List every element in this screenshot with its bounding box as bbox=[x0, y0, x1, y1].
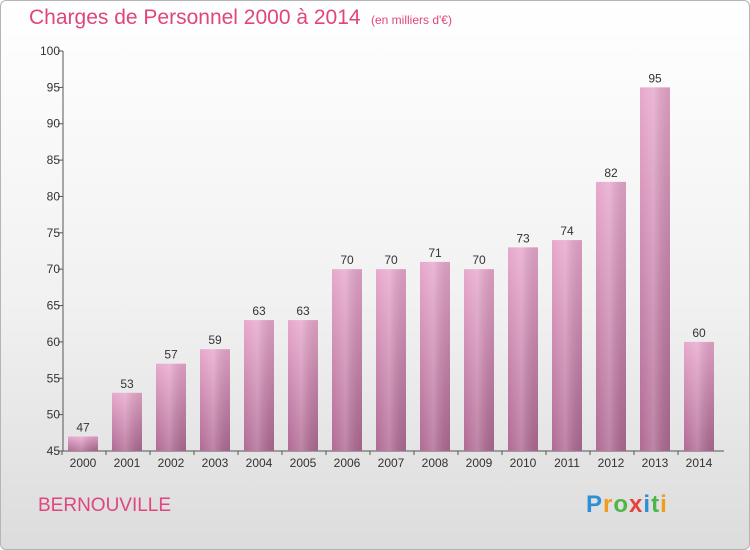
y-tick-label: 60 bbox=[47, 335, 61, 349]
x-tick-label: 2013 bbox=[642, 456, 669, 470]
proxiti-logo: Proxiti bbox=[586, 491, 668, 519]
y-tick-label: 65 bbox=[47, 299, 61, 313]
logo-letter: P bbox=[586, 491, 604, 518]
bar-value-label: 63 bbox=[296, 304, 310, 318]
y-tick-label: 75 bbox=[47, 226, 61, 240]
bar-value-label: 57 bbox=[164, 348, 178, 362]
y-tick-label: 50 bbox=[47, 408, 61, 422]
logo-letter: i bbox=[643, 491, 652, 518]
bar-shine bbox=[684, 341, 714, 451]
y-tick-label: 100 bbox=[40, 44, 60, 58]
bar-shine bbox=[640, 87, 670, 451]
logo-letter: o bbox=[613, 491, 630, 518]
bar-shine bbox=[332, 269, 362, 451]
x-tick-label: 2011 bbox=[554, 456, 580, 470]
bar-shine bbox=[420, 261, 450, 451]
bar-value-label: 74 bbox=[560, 224, 574, 238]
bar-value-label: 73 bbox=[516, 231, 530, 245]
x-tick-label: 2008 bbox=[422, 456, 449, 470]
chart-subtitle: (en milliers d'€) bbox=[371, 13, 452, 27]
bar-shine bbox=[156, 363, 186, 451]
x-tick-label: 2005 bbox=[290, 456, 317, 470]
bar-value-label: 82 bbox=[604, 166, 618, 180]
y-tick-label: 90 bbox=[47, 117, 61, 131]
y-tick-label: 55 bbox=[47, 371, 61, 385]
y-tick-label: 70 bbox=[47, 262, 61, 276]
x-tick-label: 2003 bbox=[202, 456, 229, 470]
x-tick-label: 2009 bbox=[466, 456, 493, 470]
y-tick-label: 80 bbox=[47, 189, 61, 203]
bar-value-label: 59 bbox=[208, 333, 222, 347]
bar-value-label: 70 bbox=[384, 253, 398, 267]
bar-shine bbox=[112, 392, 142, 451]
x-tick-label: 2006 bbox=[334, 456, 361, 470]
x-tick-label: 2007 bbox=[378, 456, 405, 470]
logo-letter: i bbox=[660, 491, 668, 518]
bar-shine bbox=[552, 240, 582, 451]
x-tick-label: 2014 bbox=[686, 456, 713, 470]
bar-shine bbox=[244, 320, 274, 451]
x-tick-label: 2000 bbox=[70, 456, 97, 470]
x-tick-label: 2001 bbox=[114, 456, 141, 470]
bar-shine bbox=[288, 320, 318, 451]
y-tick-label: 45 bbox=[47, 444, 61, 458]
bar-value-label: 70 bbox=[340, 253, 354, 267]
commune-name: BERNOUVILLE bbox=[38, 495, 172, 516]
bar-value-label: 95 bbox=[648, 71, 662, 85]
logo-letter: r bbox=[603, 491, 614, 518]
bar-shine bbox=[200, 349, 230, 451]
bar-shine bbox=[464, 269, 494, 451]
bar-shine bbox=[596, 181, 626, 451]
logo-letter: t bbox=[651, 491, 661, 518]
y-tick-label: 95 bbox=[47, 80, 61, 94]
bar-shine bbox=[376, 269, 406, 451]
y-tick-label: 85 bbox=[47, 153, 61, 167]
bar-value-label: 53 bbox=[120, 377, 134, 391]
bar-value-label: 63 bbox=[252, 304, 266, 318]
bar-value-label: 70 bbox=[472, 253, 486, 267]
bar-shine bbox=[508, 247, 538, 451]
x-tick-label: 2002 bbox=[158, 456, 185, 470]
logo-letter: x bbox=[629, 491, 644, 518]
bar-value-label: 71 bbox=[428, 246, 442, 260]
x-tick-label: 2010 bbox=[510, 456, 537, 470]
x-tick-label: 2004 bbox=[246, 456, 273, 470]
bar-value-label: 60 bbox=[692, 326, 706, 340]
x-tick-label: 2012 bbox=[598, 456, 625, 470]
bar-value-label: 47 bbox=[76, 420, 90, 434]
chart-title: Charges de Personnel 2000 à 2014 bbox=[29, 6, 361, 29]
bar-shine bbox=[68, 436, 98, 451]
